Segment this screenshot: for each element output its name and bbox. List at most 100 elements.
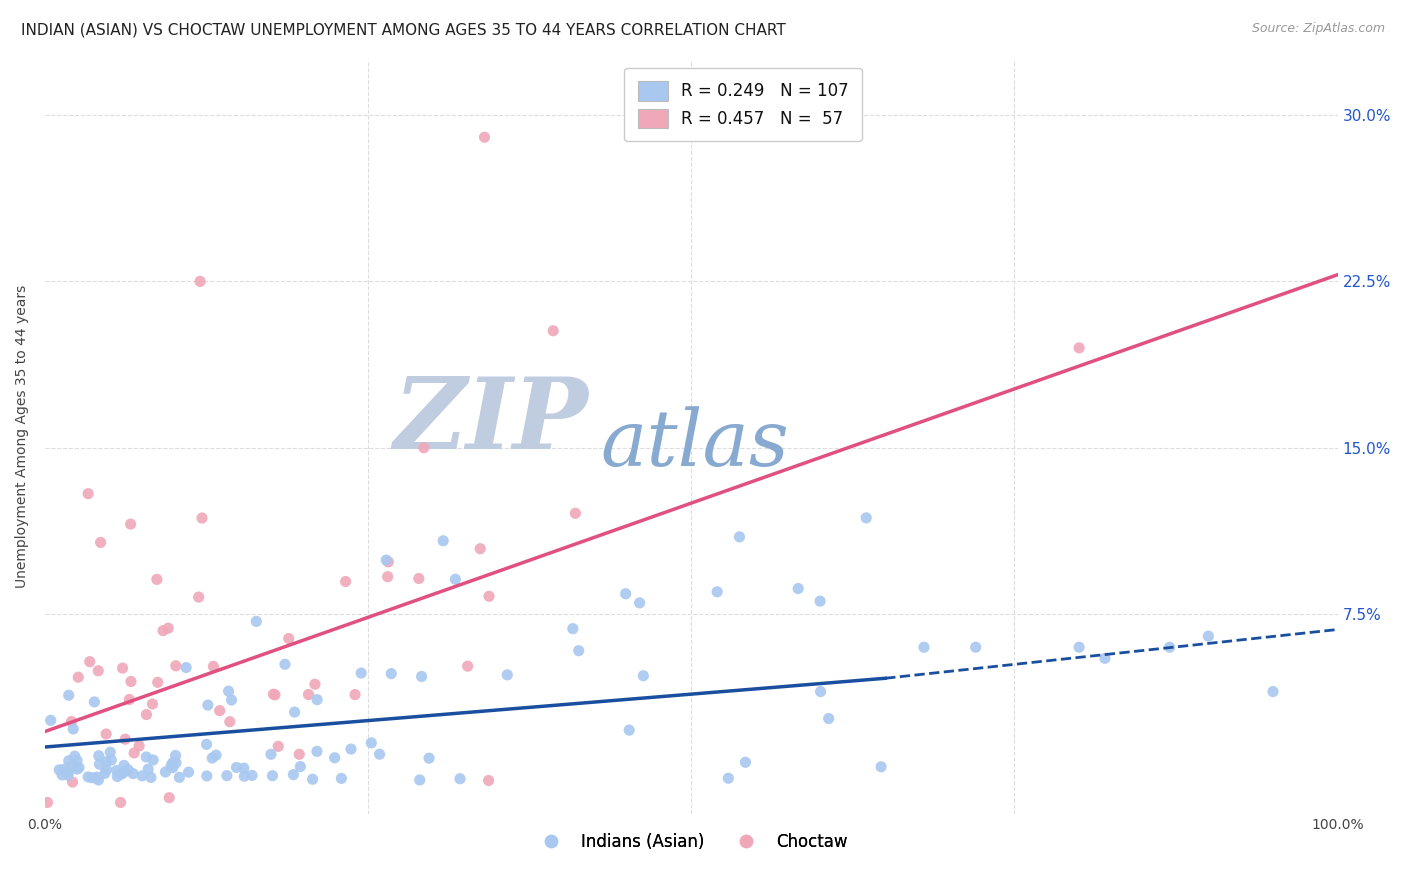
Point — [619, 723, 641, 738]
Point — [457, 659, 479, 673]
Point — [717, 771, 740, 785]
Text: atlas: atlas — [600, 406, 790, 483]
Point — [218, 684, 240, 698]
Point — [360, 736, 382, 750]
Point — [87, 772, 110, 787]
Point — [100, 753, 122, 767]
Point — [62, 722, 84, 736]
Point — [240, 768, 263, 782]
Point — [728, 530, 751, 544]
Point — [1069, 640, 1091, 655]
Point — [63, 749, 86, 764]
Point — [56, 768, 79, 782]
Point — [496, 668, 519, 682]
Point — [541, 324, 564, 338]
Point — [444, 572, 467, 586]
Point — [418, 751, 440, 765]
Point — [817, 712, 839, 726]
Point — [870, 760, 893, 774]
Point — [478, 589, 501, 603]
Point — [96, 727, 118, 741]
Point — [187, 590, 209, 604]
Point — [201, 751, 224, 765]
Point — [67, 670, 90, 684]
Point — [86, 770, 108, 784]
Point — [195, 769, 218, 783]
Point — [218, 714, 240, 729]
Point — [98, 745, 121, 759]
Point — [277, 632, 299, 646]
Point — [77, 770, 100, 784]
Point — [111, 661, 134, 675]
Point — [131, 769, 153, 783]
Point — [105, 770, 128, 784]
Point — [274, 657, 297, 672]
Point — [77, 486, 100, 500]
Point — [174, 660, 197, 674]
Point — [110, 796, 132, 810]
Point — [83, 695, 105, 709]
Point — [37, 796, 59, 810]
Point — [409, 772, 432, 787]
Point — [94, 766, 117, 780]
Point — [112, 758, 135, 772]
Point — [561, 622, 583, 636]
Point — [225, 760, 247, 774]
Point — [262, 769, 284, 783]
Point — [377, 570, 399, 584]
Point — [39, 714, 62, 728]
Point — [117, 763, 139, 777]
Point — [288, 747, 311, 762]
Point — [157, 621, 180, 635]
Point — [232, 761, 254, 775]
Point — [165, 756, 187, 770]
Point — [375, 553, 398, 567]
Point — [157, 790, 180, 805]
Point — [208, 704, 231, 718]
Point — [787, 582, 810, 596]
Point — [51, 768, 73, 782]
Point — [305, 744, 328, 758]
Point — [1094, 651, 1116, 665]
Point — [470, 541, 492, 556]
Point — [66, 754, 89, 768]
Point — [1197, 629, 1219, 643]
Point — [965, 640, 987, 655]
Point — [304, 677, 326, 691]
Point — [53, 762, 76, 776]
Point — [340, 742, 363, 756]
Point — [141, 697, 163, 711]
Point — [105, 764, 128, 778]
Point — [264, 688, 287, 702]
Point — [449, 772, 471, 786]
Point — [284, 705, 307, 719]
Point — [94, 755, 117, 769]
Point — [62, 775, 84, 789]
Point — [122, 746, 145, 760]
Point — [633, 669, 655, 683]
Point — [408, 572, 430, 586]
Point — [60, 759, 83, 773]
Point — [1261, 684, 1284, 698]
Point — [142, 753, 165, 767]
Point — [855, 511, 877, 525]
Point — [139, 771, 162, 785]
Point — [82, 771, 104, 785]
Point — [191, 511, 214, 525]
Point — [188, 274, 211, 288]
Point — [60, 714, 83, 729]
Point — [350, 666, 373, 681]
Point — [301, 772, 323, 787]
Text: Source: ZipAtlas.com: Source: ZipAtlas.com — [1251, 22, 1385, 36]
Point — [48, 763, 70, 777]
Point — [297, 688, 319, 702]
Point — [474, 130, 496, 145]
Point — [1159, 640, 1181, 655]
Y-axis label: Unemployment Among Ages 35 to 44 years: Unemployment Among Ages 35 to 44 years — [15, 285, 30, 588]
Point — [202, 659, 225, 673]
Point — [165, 748, 187, 763]
Point — [146, 675, 169, 690]
Point — [734, 756, 756, 770]
Point — [221, 693, 243, 707]
Point — [330, 772, 353, 786]
